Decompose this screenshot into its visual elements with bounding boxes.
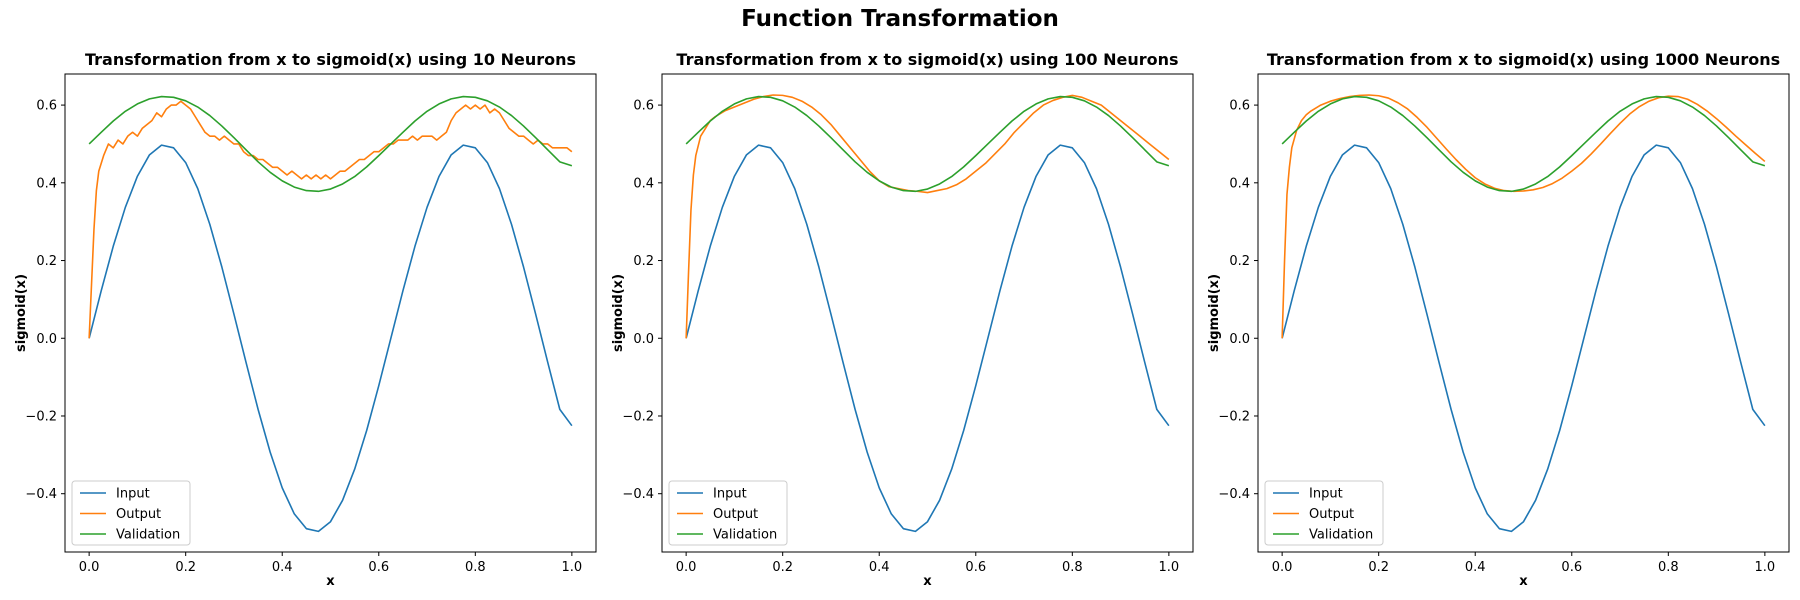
axes-frame xyxy=(661,73,1194,553)
panel-title: Transformation from x to sigmoid(x) usin… xyxy=(1267,50,1780,69)
y-axis-label: sigmoid(x) xyxy=(611,274,626,352)
legend-label: Validation xyxy=(713,528,777,543)
y-tick-label: 0.2 xyxy=(633,254,654,269)
x-tick-label: 0.4 xyxy=(272,560,293,575)
legend-label: Input xyxy=(116,487,150,502)
legend-box xyxy=(668,480,788,546)
y-tick-label: 0.4 xyxy=(633,176,654,191)
y-tick-label: −0.2 xyxy=(25,409,57,424)
x-tick-label: 1.0 xyxy=(1755,560,1776,575)
series-line-validation xyxy=(1281,95,1766,193)
series-line-output xyxy=(685,94,1170,339)
series-line-validation xyxy=(88,95,573,193)
panel-title: Transformation from x to sigmoid(x) usin… xyxy=(676,50,1178,69)
legend-label: Input xyxy=(713,487,747,502)
legend-label: Validation xyxy=(1309,528,1373,543)
y-tick-label: 0.6 xyxy=(1229,99,1250,114)
legend-box xyxy=(1264,480,1384,546)
y-tick-label: −0.4 xyxy=(622,487,654,502)
y-tick-label: −0.2 xyxy=(622,409,654,424)
legend-box xyxy=(71,480,191,546)
x-tick-label: 0.8 xyxy=(1062,560,1083,575)
y-axis-label: sigmoid(x) xyxy=(1207,274,1222,352)
series-line-input xyxy=(1281,144,1766,533)
y-tick-label: −0.4 xyxy=(25,487,57,502)
y-tick-label: 0.0 xyxy=(1229,332,1250,347)
chart-panel-2: Transformation from x to sigmoid(x) usin… xyxy=(611,50,1194,589)
legend-label: Output xyxy=(116,507,161,522)
axes-frame xyxy=(64,73,597,553)
figure-title: Function Transformation xyxy=(741,6,1059,32)
legend: Input Output Validation xyxy=(1264,480,1384,546)
y-tick-label: 0.6 xyxy=(633,99,654,114)
x-tick-label: 0.0 xyxy=(79,560,100,575)
x-axis-label: x xyxy=(326,574,335,589)
x-tick-label: 1.0 xyxy=(1159,560,1180,575)
y-tick-label: 0.0 xyxy=(633,332,654,347)
y-tick-label: 0.6 xyxy=(36,99,57,114)
x-tick-label: 0.4 xyxy=(869,560,890,575)
axes-frame xyxy=(1257,73,1790,553)
y-tick-label: 0.2 xyxy=(1229,254,1250,269)
series-line-output xyxy=(88,100,573,339)
x-axis-label: x xyxy=(1519,574,1528,589)
legend-label: Input xyxy=(1309,487,1343,502)
series-line-input xyxy=(685,144,1170,533)
y-tick-label: 0.4 xyxy=(1229,176,1250,191)
y-tick-label: 0.2 xyxy=(36,254,57,269)
y-tick-label: 0.0 xyxy=(36,332,57,347)
legend-label: Validation xyxy=(116,528,180,543)
legend-label: Output xyxy=(713,507,758,522)
panel-title: Transformation from x to sigmoid(x) usin… xyxy=(85,50,576,69)
x-tick-label: 0.0 xyxy=(1272,560,1293,575)
series-line-validation xyxy=(685,95,1170,193)
x-tick-label: 0.2 xyxy=(772,560,793,575)
series-line-input xyxy=(88,144,573,533)
x-tick-label: 0.6 xyxy=(368,560,389,575)
x-tick-label: 0.2 xyxy=(175,560,196,575)
chart-panel-3: Transformation from x to sigmoid(x) usin… xyxy=(1207,50,1790,589)
y-tick-label: −0.2 xyxy=(1218,409,1250,424)
y-axis-label: sigmoid(x) xyxy=(14,274,29,352)
legend: Input Output Validation xyxy=(668,480,788,546)
y-tick-label: −0.4 xyxy=(1218,487,1250,502)
x-tick-label: 0.6 xyxy=(1561,560,1582,575)
x-tick-label: 0.0 xyxy=(676,560,697,575)
x-tick-label: 0.4 xyxy=(1465,560,1486,575)
x-tick-label: 0.2 xyxy=(1368,560,1389,575)
x-axis-label: x xyxy=(923,574,932,589)
x-tick-label: 0.6 xyxy=(965,560,986,575)
series-line-output xyxy=(1281,94,1766,339)
legend-label: Output xyxy=(1309,507,1354,522)
x-tick-label: 1.0 xyxy=(562,560,583,575)
chart-panel-1: Transformation from x to sigmoid(x) usin… xyxy=(14,50,597,589)
legend: Input Output Validation xyxy=(71,480,191,546)
y-tick-label: 0.4 xyxy=(36,176,57,191)
x-tick-label: 0.8 xyxy=(465,560,486,575)
x-tick-label: 0.8 xyxy=(1658,560,1679,575)
